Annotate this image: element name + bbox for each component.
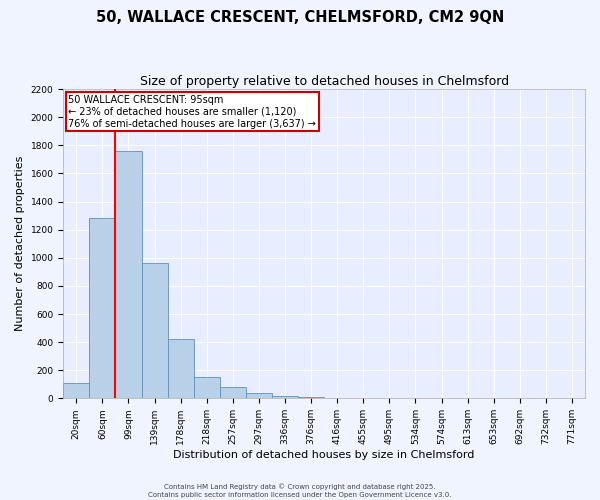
- Bar: [272, 396, 298, 398]
- Bar: [220, 387, 246, 398]
- Bar: [167, 340, 194, 398]
- Bar: [298, 397, 324, 398]
- Text: Contains HM Land Registry data © Crown copyright and database right 2025.
Contai: Contains HM Land Registry data © Crown c…: [148, 484, 452, 498]
- Bar: [194, 378, 220, 398]
- Bar: [142, 264, 167, 398]
- Bar: [115, 151, 142, 398]
- Bar: [89, 218, 115, 398]
- Bar: [246, 392, 272, 398]
- Y-axis label: Number of detached properties: Number of detached properties: [15, 156, 25, 332]
- Bar: [63, 383, 89, 398]
- Text: 50, WALLACE CRESCENT, CHELMSFORD, CM2 9QN: 50, WALLACE CRESCENT, CHELMSFORD, CM2 9Q…: [96, 10, 504, 25]
- X-axis label: Distribution of detached houses by size in Chelmsford: Distribution of detached houses by size …: [173, 450, 475, 460]
- Title: Size of property relative to detached houses in Chelmsford: Size of property relative to detached ho…: [140, 75, 509, 88]
- Text: 50 WALLACE CRESCENT: 95sqm
← 23% of detached houses are smaller (1,120)
76% of s: 50 WALLACE CRESCENT: 95sqm ← 23% of deta…: [68, 96, 316, 128]
